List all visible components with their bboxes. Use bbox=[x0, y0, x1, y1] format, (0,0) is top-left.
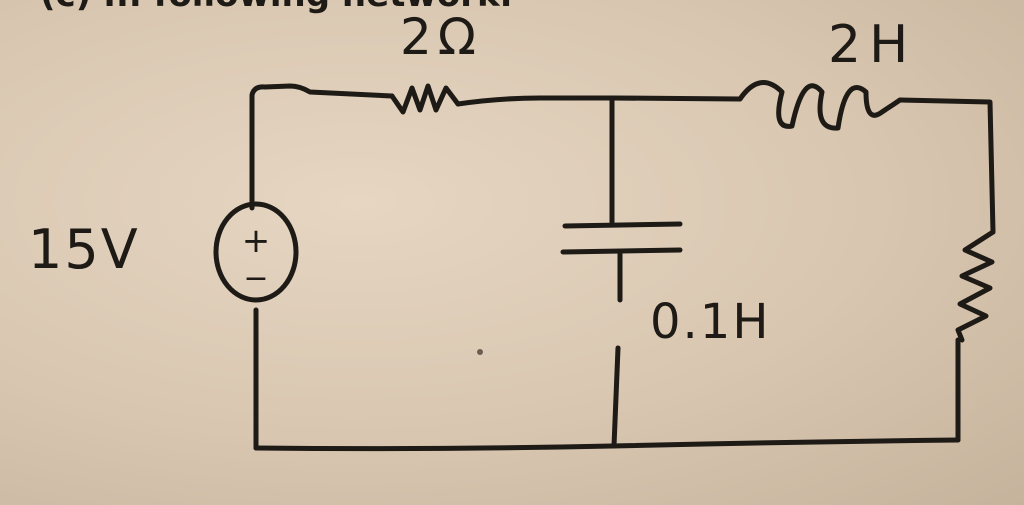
voltage-source bbox=[213, 201, 299, 303]
resistor-right bbox=[955, 229, 996, 343]
wire-right-top bbox=[897, 97, 996, 235]
stray-dot bbox=[477, 349, 483, 355]
source-label: 15V bbox=[28, 218, 140, 281]
capacitor-plate-top bbox=[562, 221, 683, 229]
inductor-label: 2H bbox=[828, 15, 916, 75]
source-plus-sign: + bbox=[242, 221, 271, 261]
wire-top-right bbox=[609, 95, 743, 102]
wire-left-top bbox=[249, 83, 395, 211]
wire-middle-bottom bbox=[611, 249, 623, 449]
resistor-top-label: 2Ω bbox=[400, 8, 482, 66]
inductor bbox=[737, 80, 903, 131]
wire-bottom bbox=[253, 437, 961, 452]
source-minus-sign: − bbox=[243, 261, 268, 296]
resistor-top bbox=[389, 83, 461, 115]
header-text: (c) ... following network. bbox=[40, 0, 513, 15]
wire-top-middle bbox=[455, 95, 615, 107]
capacitor-label: 0.1H bbox=[650, 294, 770, 350]
